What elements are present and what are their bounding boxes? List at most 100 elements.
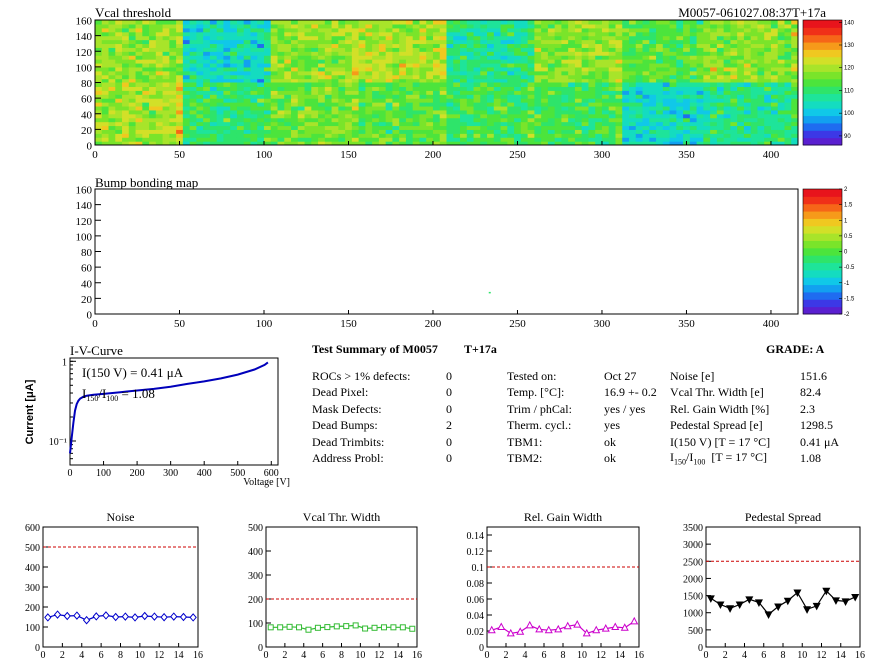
heatmap-cell [541,31,549,37]
heatmap-cell [358,102,366,107]
heatmap-cell [108,51,116,56]
heatmap-cell [345,35,353,41]
heatmap-cell [581,125,590,130]
heatmap-cell [493,121,502,127]
heatmap-cell [176,133,184,138]
heatmap-cell [662,31,671,37]
heatmap-cell [189,39,197,45]
heatmap-cell [284,117,292,123]
heatmap-cell [595,55,603,60]
vcal-map-title: Vcal threshold [95,5,172,20]
heatmap-cell [155,39,164,45]
heatmap-cell [345,31,353,37]
heatmap-cell [656,141,664,145]
heatmap-cell [176,74,184,80]
heatmap-cell [176,35,184,41]
heatmap-cell [297,62,306,68]
heatmap-cell [710,133,718,138]
heatmap-cell [446,47,454,52]
heatmap-cell [453,98,461,103]
heatmap-cell [635,98,644,103]
heatmap-cell [189,74,197,80]
heatmap-cell [95,39,103,45]
heatmap-cell [764,74,772,80]
heatmap-cell [304,113,312,119]
heatmap-cell [710,137,718,142]
y-tick-label: 0 [35,643,40,654]
heatmap-cell [230,27,238,33]
palette-band [803,137,842,146]
heatmap-cell [480,113,488,119]
heatmap-cell [372,113,380,119]
heatmap-cell [223,98,231,103]
heatmap-cell [581,20,590,25]
heatmap-cell [412,70,421,76]
heatmap-cell [108,86,116,91]
heatmap-cell [365,141,373,145]
heatmap-cell [460,98,468,103]
y-tick-label: 120 [76,216,93,228]
heatmap-cell [466,90,475,95]
heatmap-cell [230,121,238,127]
y-tick-label: 0.14 [467,531,485,542]
heatmap-cell [439,86,448,91]
heatmap-cell [365,105,373,111]
heatmap-cell [432,117,441,123]
heatmap-cell [304,105,312,111]
heatmap-cell [669,47,677,52]
heatmap-cell [750,31,759,37]
heatmap-cell [284,141,292,145]
heatmap-cell [338,129,346,134]
heatmap-cell [101,39,110,45]
heatmap-cell [365,109,373,115]
palette-tick-label: 0.5 [844,234,853,240]
heatmap-cell [460,35,468,41]
y-tick-label: 0.04 [467,611,485,622]
heatmap-cell [304,90,312,95]
heatmap-cell [514,90,522,95]
heatmap-cell [764,27,772,33]
heatmap-cell [791,117,798,123]
heatmap-cell [263,109,272,115]
x-tick-label: 0 [485,650,490,661]
heatmap-cell [399,78,407,84]
heatmap-cell [270,27,279,33]
data-point [53,610,62,619]
heatmap-cell [649,105,657,111]
heatmap-cell [784,66,792,72]
heatmap-cell [507,90,515,95]
heatmap-cell [412,74,421,80]
heatmap-cell [324,78,333,84]
heatmap-cell [743,121,752,127]
heatmap-cell [392,23,400,29]
heatmap-cell [764,43,772,48]
heatmap-cell [595,66,603,72]
heatmap-cell [203,94,211,99]
heatmap-cell [473,109,481,115]
heatmap-cell [358,66,366,72]
heatmap-cell [169,55,177,60]
heatmap-cell [223,78,231,84]
heatmap-cell [534,121,542,127]
heatmap-cell [419,66,427,72]
heatmap-cell [777,62,786,68]
heatmap-cell [581,62,590,68]
heatmap-cell [669,23,677,29]
heatmap-cell [392,35,400,41]
heatmap-cell [520,90,529,95]
heatmap-cell [277,105,285,111]
heatmap-cell [412,62,421,68]
heatmap-cell [554,43,563,48]
heatmap-cell [95,35,103,41]
heatmap-cell [568,98,576,103]
heatmap-cell [784,125,792,130]
heatmap-cell [176,27,184,33]
x-tick-label: 12 [374,650,384,661]
heatmap-cell [351,27,360,33]
heatmap-cell [385,137,394,142]
heatmap-cell [696,133,704,138]
data-point [582,628,591,637]
heatmap-cell [230,70,238,76]
heatmap-cell [108,98,116,103]
heatmap-cell [615,94,623,99]
